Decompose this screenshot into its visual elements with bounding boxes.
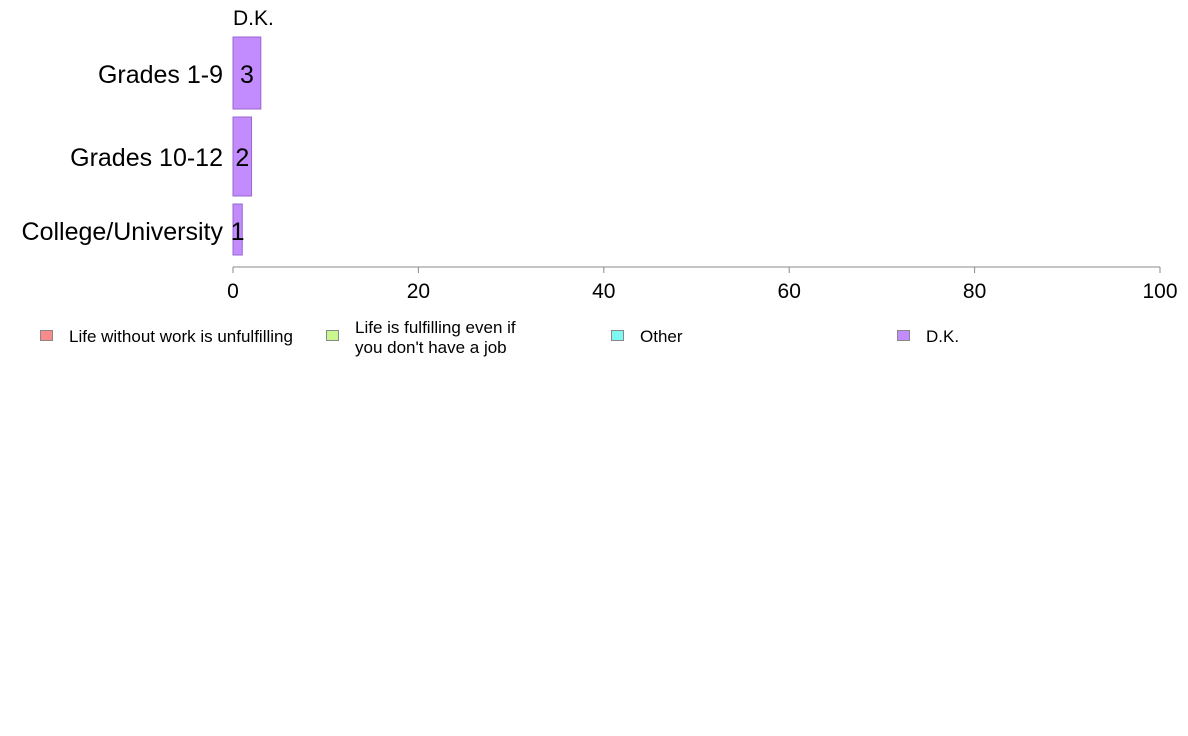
data-label: 2 xyxy=(235,144,249,172)
data-label: 3 xyxy=(240,61,254,89)
legend-swatch xyxy=(326,330,339,341)
legend-label: Other xyxy=(640,327,683,346)
x-tick-label: 100 xyxy=(1142,280,1177,303)
x-tick-label: 60 xyxy=(778,280,801,303)
legend-swatch xyxy=(897,330,910,341)
data-label: 1 xyxy=(231,218,245,246)
category-label: Grades 1-9 xyxy=(98,61,223,89)
bar xyxy=(232,203,243,256)
legend-label: D.K. xyxy=(926,327,960,346)
legend-swatch xyxy=(40,330,53,341)
bar xyxy=(232,116,253,197)
x-axis: 0 20 40 60 80 100 xyxy=(227,266,1178,303)
x-tick-label: 0 xyxy=(227,280,239,303)
legend-swatch xyxy=(611,330,624,341)
bar xyxy=(232,36,262,110)
category-label: College/University xyxy=(22,218,224,246)
x-tick-label: 40 xyxy=(592,280,615,303)
x-tick-label: 80 xyxy=(963,280,986,303)
category-label: Grades 10-12 xyxy=(70,144,223,172)
x-tick-label: 20 xyxy=(407,280,430,303)
chart-title: D.K. xyxy=(233,7,274,30)
legend-label: Life is fulfilling even if you don't hav… xyxy=(355,318,516,357)
legend: Life without work is unfulfilling Life i… xyxy=(0,318,1188,368)
bars-group: Grades 1-9 3 Grades 10-12 2 College/Universi… xyxy=(22,36,262,256)
legend-label: Life without work is unfulfilling xyxy=(69,327,293,346)
